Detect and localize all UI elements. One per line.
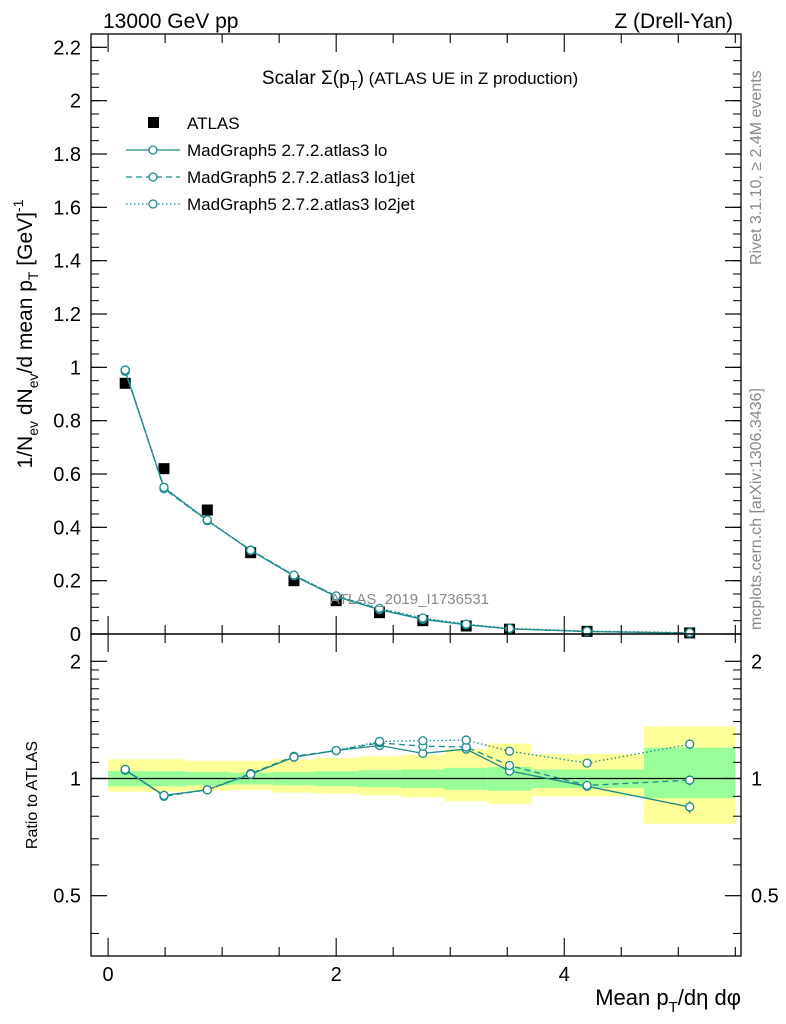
ratio-marks xyxy=(120,735,695,814)
main-point-atlas xyxy=(119,377,131,389)
x-axis-label-pre: Mean p xyxy=(595,985,668,1010)
legend-marker-atlas xyxy=(148,117,159,128)
ratio-point-madgraph5-2-7-2-atlas3-lo2jet xyxy=(461,735,471,745)
ratio-line-madgraph5-2-7-2-atlas3-lo1jet xyxy=(124,742,690,797)
main-ytick-label: 2 xyxy=(70,91,81,113)
x-tick-label: 2 xyxy=(331,964,342,986)
main-ytick-label: 0.6 xyxy=(53,464,81,486)
ratio-point-madgraph5-2-7-2-atlas3-lo2jet xyxy=(331,745,341,756)
ratio-point-madgraph5-2-7-2-atlas3-lo2jet xyxy=(245,769,256,779)
header-right: Z (Drell-Yan) xyxy=(614,10,733,33)
ratio-band-stat xyxy=(644,747,736,799)
main-ytick-label: 1.8 xyxy=(53,144,81,166)
main-ytick-label: 2.2 xyxy=(53,37,81,59)
main-point-atlas xyxy=(288,575,300,587)
main-point-madgraph5-2-7-2-atlas3-lo2jet xyxy=(159,482,169,492)
main-panel: ATLAS_2019_I1736531 0 0.2 0.4 0.6 0.8 1 1.2 1.4… xyxy=(10,33,742,646)
main-ytick-label: 0.4 xyxy=(53,517,81,539)
main-point-madgraph5-2-7-2-atlas3-lo2jet xyxy=(418,613,428,623)
main-ytick-label: 1.4 xyxy=(53,251,81,273)
ratio-ytick-label-right: 0.5 xyxy=(751,886,779,908)
ratio-point-madgraph5-2-7-2-atlas3-lo2jet xyxy=(202,785,212,795)
main-line-madgraph5-2-7-2-atlas3-lo1jet xyxy=(124,369,690,634)
ratio-ylabel: Ratio to ATLAS xyxy=(24,741,41,849)
legend-label-lo2jet: MadGraph5 2.7.2.atlas3 lo2jet xyxy=(187,195,415,214)
ratio-point-madgraph5-2-7-2-atlas3-lo2jet xyxy=(504,746,515,756)
main-ytick-label: 1 xyxy=(70,357,81,379)
ratio-point-madgraph5-2-7-2-atlas3-lo1jet xyxy=(582,780,592,791)
ratio-point-madgraph5-2-7-2-atlas3-lo1jet xyxy=(504,760,515,771)
ratio-point-madgraph5-2-7-2-atlas3-lo2jet xyxy=(159,790,169,801)
x-axis-label-sub: T xyxy=(669,999,678,1016)
rivet-label: Rivet 3.1.10, ≥ 2.4M events xyxy=(748,70,765,265)
main-point-atlas xyxy=(201,504,213,516)
ratio-ytick-label: 2 xyxy=(70,651,81,673)
main-marks xyxy=(119,365,696,639)
legend-label-lo: MadGraph5 2.7.2.atlas3 lo xyxy=(187,141,387,160)
main-point-madgraph5-2-7-2-atlas3-lo2jet xyxy=(202,515,212,525)
main-point-madgraph5-2-7-2-atlas3-lo2jet xyxy=(245,545,256,555)
watermark: ATLAS_2019_I1736531 xyxy=(330,591,489,608)
ratio-point-madgraph5-2-7-2-atlas3-lo2jet xyxy=(685,739,695,749)
main-axes: 0 0.2 0.4 0.6 0.8 1 1.2 1.4 1.6 1.8 2 2.2 xyxy=(53,33,741,646)
main-point-atlas xyxy=(158,463,170,475)
main-point-madgraph5-2-7-2-atlas3-lo2jet xyxy=(461,619,471,629)
main-point-madgraph5-2-7-2-atlas3-lo2jet xyxy=(582,626,592,636)
ratio-ytick-label-right: 2 xyxy=(751,651,762,673)
ratio-ytick-label-right: 1 xyxy=(751,768,762,790)
ratio-panel: 0.5 0.5 1 1 2 2 0 2 4 Ratio to ATLAS Mean pT/dη … xyxy=(24,633,779,1016)
main-point-madgraph5-2-7-2-atlas3-lo2jet xyxy=(685,627,695,638)
legend-label-lo1jet: MadGraph5 2.7.2.atlas3 lo1jet xyxy=(187,168,415,187)
x-tick-label: 0 xyxy=(103,964,114,986)
plot-title: Scalar Σ(pT) (ATLAS UE in Z production) xyxy=(262,68,578,93)
x-axis-label-post: /dη dφ xyxy=(678,985,741,1010)
ratio-ytick-label: 1 xyxy=(70,768,81,790)
ratio-point-madgraph5-2-7-2-atlas3-lo2jet xyxy=(289,752,299,762)
plot-title-post: ) xyxy=(358,68,364,89)
ratio-frame xyxy=(90,633,742,957)
main-ytick-label: 0.2 xyxy=(53,571,81,593)
legend-marker-lo1jet xyxy=(148,172,158,182)
plot-title-sub: T xyxy=(350,78,358,93)
ratio-axes: 0.5 0.5 1 1 2 2 0 2 4 xyxy=(53,634,779,986)
legend-marker-lo2jet xyxy=(148,199,158,209)
main-ytick-label: 0 xyxy=(70,624,81,646)
main-point-madgraph5-2-7-2-atlas3-lo2jet xyxy=(331,591,341,601)
main-ylabel: 1/Nev dNev/d mean pT [GeV]-1 xyxy=(10,199,41,468)
ratio-point-madgraph5-2-7-2-atlas3-lo2jet xyxy=(120,764,130,775)
legend-label-atlas: ATLAS xyxy=(187,114,240,133)
legend-marker-lo xyxy=(148,145,158,155)
main-ytick-label: 0.8 xyxy=(53,411,81,433)
ratio-point-madgraph5-2-7-2-atlas3-lo2jet xyxy=(582,758,592,768)
main-point-madgraph5-2-7-2-atlas3-lo2jet xyxy=(289,570,299,580)
main-ytick-label: 1.2 xyxy=(53,304,81,326)
ratio-point-madgraph5-2-7-2-atlas3-lo xyxy=(685,802,695,812)
x-tick-label: 4 xyxy=(559,964,570,986)
ratio-point-madgraph5-2-7-2-atlas3-lo1jet xyxy=(685,775,695,785)
main-line-madgraph5-2-7-2-atlas3-lo2jet xyxy=(124,369,690,634)
main-ytick-label: 1.6 xyxy=(53,197,81,219)
mcplots-label: mcplots.cern.ch [arXiv:1306.3436] xyxy=(748,388,765,630)
main-point-madgraph5-2-7-2-atlas3-lo2jet xyxy=(120,365,130,375)
ratio-ytick-label: 0.5 xyxy=(53,886,81,908)
ratio-point-madgraph5-2-7-2-atlas3-lo2jet xyxy=(374,736,385,747)
header-left: 13000 GeV pp xyxy=(103,10,238,33)
plot-title-rest: (ATLAS UE in Z production) xyxy=(364,69,578,88)
main-point-madgraph5-2-7-2-atlas3-lo2jet xyxy=(374,603,385,614)
ratio-point-madgraph5-2-7-2-atlas3-lo2jet xyxy=(418,736,428,746)
x-axis-label: Mean pT/dη dφ xyxy=(595,985,741,1016)
legend: ATLAS MadGraph5 2.7.2.atlas3 lo MadGraph… xyxy=(126,114,415,214)
plot-title-pre: Scalar xyxy=(262,68,321,89)
plot-title-sigma: Σ(p xyxy=(321,68,350,89)
